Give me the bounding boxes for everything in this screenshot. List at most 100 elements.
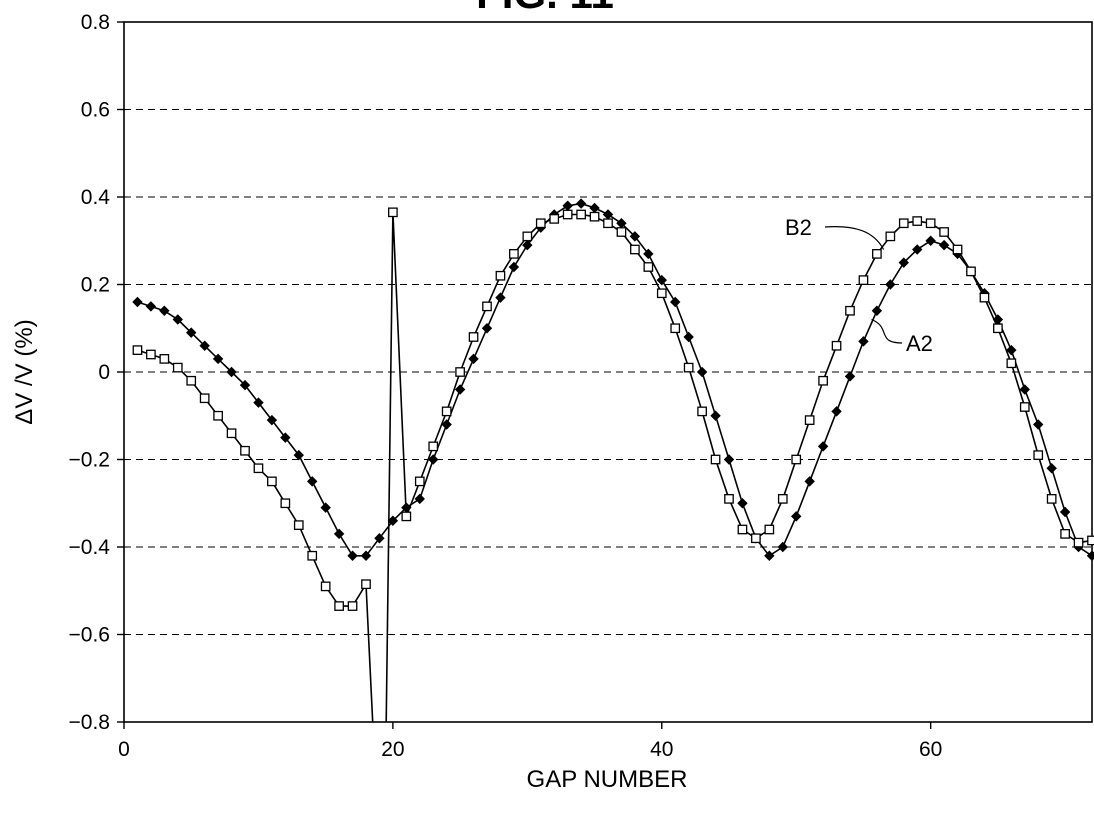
data-point-a2 bbox=[374, 533, 385, 544]
a2-leader-line bbox=[871, 318, 903, 344]
data-point-b2 bbox=[1033, 450, 1044, 460]
data-point-b2 bbox=[1006, 358, 1017, 369]
data-point-a2 bbox=[428, 454, 439, 465]
annotation-layer: B2 A2 bbox=[785, 215, 933, 356]
data-point-b2 bbox=[1019, 402, 1030, 412]
data-point-b2 bbox=[509, 249, 519, 259]
data-point-b2 bbox=[764, 524, 775, 535]
data-point-b2 bbox=[656, 288, 667, 299]
data-point-a2 bbox=[212, 353, 224, 365]
y-axis-ticks: 0.8 0.6 0.4 0.2 0 −0.2 −0.4 −0.6 −0.8 bbox=[69, 11, 124, 734]
data-point-b2 bbox=[132, 345, 143, 355]
data-point-a2 bbox=[723, 454, 735, 465]
y-tick-label: 0.4 bbox=[81, 186, 111, 209]
data-point-a2 bbox=[938, 239, 950, 251]
data-point-a2 bbox=[656, 274, 667, 286]
x-tick-label: 60 bbox=[919, 738, 942, 761]
data-point-a2 bbox=[804, 476, 815, 487]
data-point-a2 bbox=[858, 336, 869, 347]
data-point-a2 bbox=[508, 261, 520, 273]
data-point-b2 bbox=[562, 209, 573, 220]
data-point-b2 bbox=[858, 275, 869, 285]
data-point-a2 bbox=[817, 441, 829, 452]
data-point-a2 bbox=[643, 248, 654, 260]
data-point-b2 bbox=[831, 340, 842, 351]
data-point-a2 bbox=[172, 314, 183, 325]
data-point-b2 bbox=[872, 249, 882, 259]
data-point-a2 bbox=[831, 406, 842, 417]
data-point-a2 bbox=[454, 384, 466, 395]
data-point-b2 bbox=[549, 214, 560, 224]
series-layer bbox=[132, 198, 1094, 723]
data-point-a2 bbox=[307, 476, 318, 487]
y-tick-label: 0 bbox=[98, 361, 110, 384]
data-point-b2 bbox=[912, 216, 923, 226]
data-point-a2 bbox=[683, 331, 694, 343]
data-point-b2 bbox=[1060, 529, 1070, 539]
data-point-b2 bbox=[226, 428, 237, 439]
data-point-b2 bbox=[240, 445, 250, 456]
data-point-b2 bbox=[347, 601, 358, 611]
data-point-a2 bbox=[562, 200, 573, 211]
data-point-a2 bbox=[360, 550, 372, 561]
data-point-b2 bbox=[428, 441, 439, 452]
x-tick-label: 20 bbox=[381, 738, 404, 761]
data-point-b2 bbox=[710, 454, 721, 465]
data-point-a2 bbox=[347, 550, 358, 561]
data-point-a2 bbox=[522, 239, 533, 251]
data-point-b2 bbox=[307, 550, 318, 561]
data-point-a2 bbox=[737, 498, 748, 509]
data-point-b2 bbox=[1046, 494, 1057, 504]
data-point-b2 bbox=[267, 476, 277, 487]
data-point-a2 bbox=[1046, 463, 1057, 474]
series-label-a2: A2 bbox=[906, 331, 933, 356]
data-point-a2 bbox=[575, 198, 587, 209]
data-point-b2 bbox=[159, 354, 170, 364]
series-b2 bbox=[132, 207, 1094, 723]
data-point-b2 bbox=[939, 227, 949, 237]
data-point-a2 bbox=[468, 353, 479, 365]
data-point-a2 bbox=[791, 511, 802, 522]
data-point-b2 bbox=[952, 244, 963, 255]
y-tick-label: −0.2 bbox=[69, 449, 110, 472]
data-point-a2 bbox=[253, 397, 264, 408]
data-point-b2 bbox=[441, 406, 452, 417]
data-point-a2 bbox=[844, 371, 856, 382]
data-point-b2 bbox=[925, 218, 936, 229]
data-point-b2 bbox=[697, 406, 707, 417]
data-point-b2 bbox=[576, 209, 586, 220]
y-tick-label: −0.8 bbox=[69, 711, 110, 734]
series-line-b2 bbox=[137, 212, 1093, 723]
data-point-b2 bbox=[535, 218, 546, 229]
data-point-a2 bbox=[589, 202, 600, 214]
data-point-a2 bbox=[764, 550, 775, 561]
data-point-a2 bbox=[696, 366, 708, 378]
grid-lines bbox=[124, 108, 1092, 636]
data-point-a2 bbox=[1006, 344, 1017, 356]
data-point-b2 bbox=[388, 207, 398, 218]
series-label-b2: B2 bbox=[785, 215, 812, 240]
y-axis-label: ΔV /V (%) bbox=[11, 319, 38, 424]
data-point-a2 bbox=[670, 296, 681, 308]
x-axis-ticks: 0 20 40 60 bbox=[118, 722, 942, 761]
data-point-b2 bbox=[791, 454, 802, 465]
data-point-a2 bbox=[266, 414, 278, 426]
data-point-b2 bbox=[616, 227, 627, 237]
data-point-b2 bbox=[468, 332, 479, 342]
data-point-a2 bbox=[912, 244, 923, 255]
data-point-b2 bbox=[213, 410, 223, 421]
data-point-a2 bbox=[280, 432, 291, 443]
data-point-b2 bbox=[751, 533, 761, 544]
x-tick-label: 40 bbox=[650, 738, 673, 761]
data-point-b2 bbox=[737, 524, 748, 535]
data-point-a2 bbox=[629, 231, 641, 242]
data-point-a2 bbox=[1086, 550, 1094, 561]
data-point-b2 bbox=[670, 323, 681, 334]
data-point-a2 bbox=[1059, 506, 1071, 518]
data-point-a2 bbox=[710, 410, 721, 421]
data-point-a2 bbox=[1033, 419, 1044, 430]
chart-title: FIG. 11 bbox=[476, 0, 614, 17]
data-point-a2 bbox=[320, 502, 331, 513]
data-point-b2 bbox=[993, 323, 1003, 334]
